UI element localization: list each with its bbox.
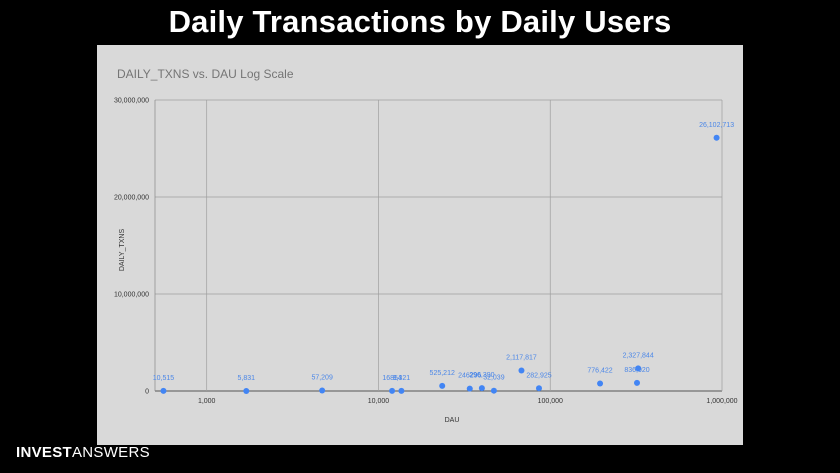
y-tick-label: 20,000,000 [114,195,149,202]
data-point [713,134,720,141]
data-point [398,387,405,394]
chart-panel: DAILY_TXNS vs. DAU Log Scale 0 10,000,000… [97,45,743,445]
y-tick-label: 0 [145,389,149,396]
data-point [319,387,326,394]
scatter-chart: 0 10,000,000 20,000,000 30,000,000 1,000 10,0… [114,98,738,425]
data-label: 5,831 [238,375,256,382]
data-point [160,387,167,394]
data-label: 16854 [382,375,402,382]
slide-title: Daily Transactions by Daily Users [168,4,672,39]
data-point [518,367,525,374]
data-point [243,387,250,394]
data-point [490,387,497,394]
axis-layer: 0 10,000,000 20,000,000 30,000,000 1,000 10,0… [114,98,738,406]
data-point [478,385,485,392]
data-point [634,379,641,386]
data-label: 2,327,844 [623,352,654,359]
y-tick-label: 30,000,000 [114,98,149,105]
chart-title: DAILY_TXNS vs. DAU Log Scale [117,67,294,81]
y-tick-label: 10,000,000 [114,292,149,299]
data-label: 246296 [458,373,481,380]
x-tick-label: 100,000 [538,398,563,405]
data-label: 26,102,713 [699,122,734,129]
data-point [466,385,473,392]
y-axis-title: DAILY_TXNS [119,229,126,272]
data-label: 57,209 [311,374,333,381]
data-label: 10,515 [153,375,175,382]
data-point [635,365,642,372]
brand-logo: INVESTANSWERS [16,444,150,461]
data-label: 2,117,817 [506,354,537,361]
brand-bold: INVEST [16,444,72,461]
data-label: 32,039 [483,375,505,382]
points-layer [160,134,720,394]
data-label: 836,920 [624,367,649,374]
data-label: 296,390 [469,372,494,379]
grid-layer [154,99,723,392]
data-point [439,382,446,389]
data-label: 282,925 [526,372,551,379]
x-tick-label: 1,000 [198,398,216,405]
data-label: 776,422 [587,367,612,374]
x-tick-label: 10,000 [368,398,390,405]
data-point [535,385,542,392]
x-axis-title: DAU [445,417,460,424]
x-tick-label: 1,000,000 [706,398,737,405]
data-point [389,387,396,394]
brand-light: ANSWERS [71,444,150,461]
data-label: 9,321 [393,375,411,382]
data-point [597,380,604,387]
data-label: 525,212 [430,370,455,377]
